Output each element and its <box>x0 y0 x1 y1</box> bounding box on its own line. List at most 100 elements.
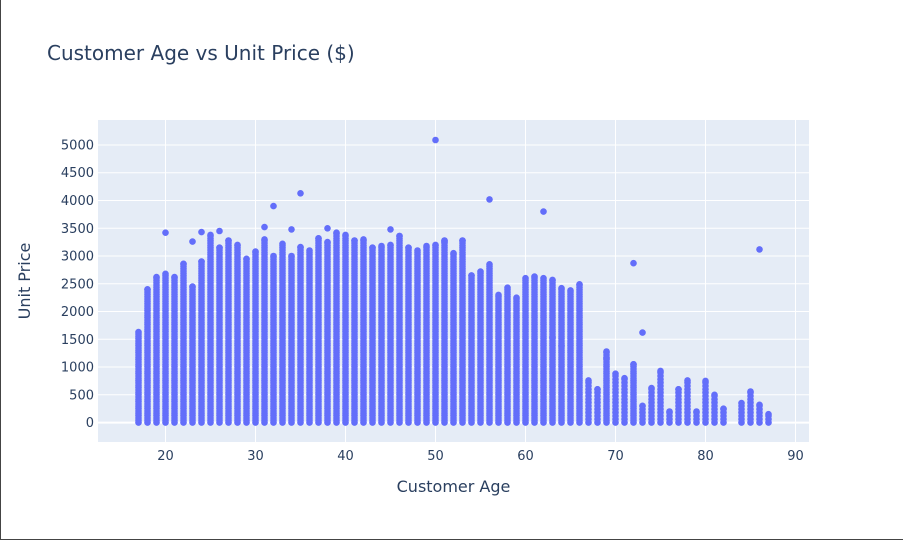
data-point <box>207 231 214 239</box>
data-point <box>666 408 673 415</box>
data-point <box>216 227 223 235</box>
data-point <box>639 329 646 336</box>
y-tick-label: 4500 <box>61 166 94 181</box>
chart-title: Customer Age vs Unit Price ($) <box>47 41 355 65</box>
y-tick-labels: 0 500 1000 1500 2000 2500 3000 3500 4000 4500 5000 <box>61 138 94 431</box>
data-point <box>522 274 529 282</box>
data-point <box>243 255 250 263</box>
data-point <box>324 225 331 232</box>
data-point <box>432 136 439 144</box>
data-point <box>495 291 502 299</box>
data-point <box>297 190 304 197</box>
data-point <box>765 410 772 418</box>
data-point <box>288 226 295 233</box>
x-tick-labels: 20 30 40 50 60 70 80 90 <box>157 449 804 464</box>
data-point <box>603 348 610 355</box>
data-point <box>468 272 475 279</box>
data-point <box>324 238 331 246</box>
data-point <box>387 241 394 249</box>
data-point <box>738 399 745 407</box>
data-point <box>621 374 628 382</box>
data-point <box>180 260 187 268</box>
y-tick-label: 0 <box>86 416 94 431</box>
data-point <box>198 258 205 265</box>
data-point <box>441 238 448 246</box>
data-point <box>252 248 259 255</box>
data-point <box>261 236 268 243</box>
data-point <box>144 286 151 293</box>
x-tick-label: 70 <box>607 449 624 464</box>
x-tick-label: 50 <box>427 449 444 464</box>
data-point <box>351 237 358 244</box>
y-axis-label: Unit Price <box>15 243 34 320</box>
data-point <box>306 247 313 254</box>
data-point <box>360 236 367 243</box>
data-point <box>693 408 700 415</box>
y-tick-label: 4000 <box>61 194 94 209</box>
data-point <box>486 261 493 268</box>
data-point <box>288 252 295 260</box>
data-point <box>387 226 394 233</box>
data-point <box>198 228 205 236</box>
data-point <box>396 232 403 240</box>
data-point <box>270 252 277 260</box>
data-point <box>540 208 547 215</box>
data-point <box>540 274 547 282</box>
data-point <box>711 391 718 399</box>
data-point <box>504 284 511 292</box>
data-point <box>405 244 412 251</box>
data-point <box>153 273 160 281</box>
y-tick-label: 2500 <box>61 277 94 292</box>
x-axis-label: Customer Age <box>397 477 511 496</box>
data-point <box>756 401 763 409</box>
data-point <box>279 240 286 248</box>
x-tick-label: 30 <box>247 449 264 464</box>
y-tick-label: 1500 <box>61 333 94 348</box>
x-tick-label: 60 <box>517 449 534 464</box>
data-point <box>747 388 754 395</box>
x-tick-label: 40 <box>337 449 354 464</box>
data-point <box>603 354 610 362</box>
data-point <box>261 223 268 231</box>
data-point <box>378 242 385 250</box>
data-point <box>432 241 439 249</box>
data-point <box>585 377 592 384</box>
data-point <box>162 270 169 278</box>
data-point <box>270 202 277 210</box>
data-point <box>459 237 466 244</box>
data-point <box>612 370 619 378</box>
data-point <box>576 281 583 288</box>
data-points <box>135 136 772 426</box>
data-point <box>450 249 457 257</box>
data-point <box>567 287 574 294</box>
data-point <box>648 384 655 392</box>
data-point <box>486 196 493 203</box>
data-point <box>333 229 340 236</box>
y-tick-label: 3000 <box>61 250 94 265</box>
data-point <box>756 246 763 253</box>
data-point <box>558 342 565 350</box>
data-point <box>234 241 241 249</box>
data-point <box>135 328 142 336</box>
x-tick-label: 80 <box>697 449 714 464</box>
x-tick-label: 20 <box>157 449 174 464</box>
data-point <box>477 268 484 275</box>
data-point <box>342 231 349 239</box>
y-tick-label: 500 <box>69 388 94 403</box>
data-point <box>720 405 727 413</box>
data-point <box>594 386 601 393</box>
data-point <box>189 283 196 290</box>
data-point <box>423 242 430 250</box>
y-tick-label: 2000 <box>61 305 94 320</box>
data-point <box>630 361 637 368</box>
y-tick-label: 3500 <box>61 222 94 237</box>
data-point <box>216 244 223 251</box>
data-point <box>414 247 421 254</box>
data-point <box>189 238 196 245</box>
data-point <box>549 334 556 341</box>
data-point <box>549 276 556 284</box>
data-point <box>513 294 520 302</box>
data-point <box>657 367 664 375</box>
